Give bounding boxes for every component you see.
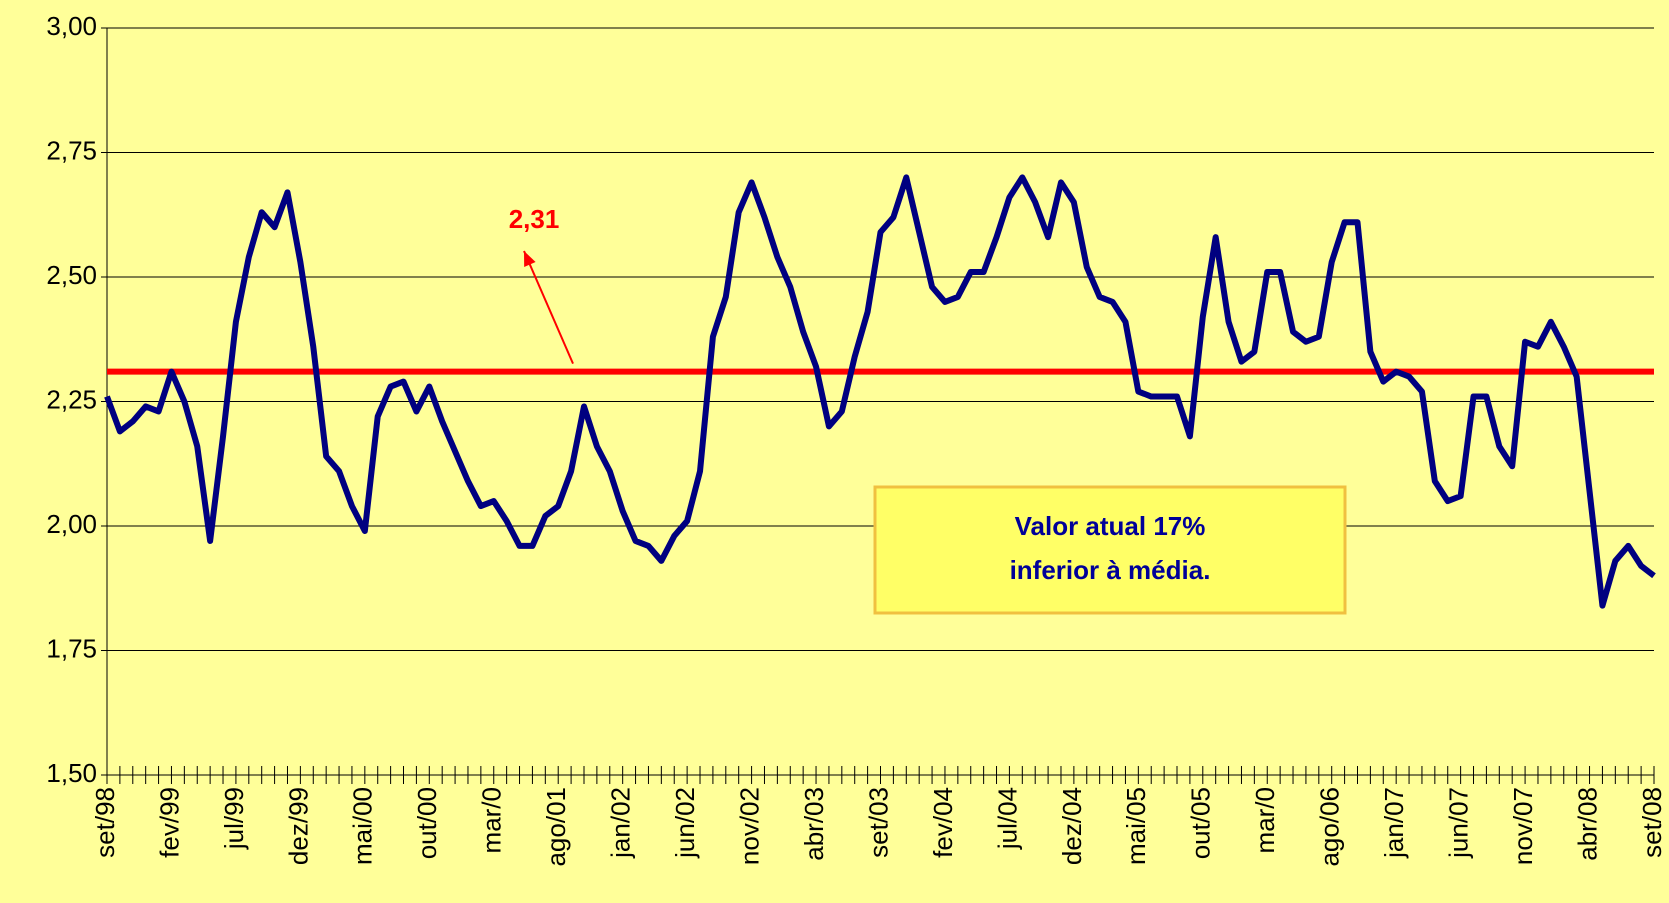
x-tick-label: abr/08 xyxy=(1572,787,1602,861)
x-tick-label: ago/01 xyxy=(541,787,571,867)
annotation-box xyxy=(873,485,1347,615)
x-tick-label: dez/99 xyxy=(283,787,313,865)
x-tick-label: out/00 xyxy=(412,787,442,859)
x-tick-label: set/03 xyxy=(863,787,893,858)
y-tick-label: 2,50 xyxy=(46,260,97,290)
x-tick-label: nov/02 xyxy=(734,787,764,865)
x-tick-label: jul/99 xyxy=(219,787,249,850)
data-line xyxy=(104,174,1656,609)
arrow-head xyxy=(524,251,536,267)
annotation-text: Valor atual 17% xyxy=(1015,511,1206,541)
x-tick-label: set/98 xyxy=(90,787,120,858)
annotation-text: inferior à média. xyxy=(1010,555,1211,585)
arrow-shaft xyxy=(523,250,574,365)
x-tick-label: jun/07 xyxy=(1444,787,1474,859)
x-tick-label: out/05 xyxy=(1186,787,1216,859)
x-tick-label: jul/04 xyxy=(992,787,1022,850)
x-tick-label: jan/07 xyxy=(1379,787,1409,859)
mean-label: 2,31 xyxy=(509,204,560,234)
y-tick-label: 3,00 xyxy=(46,11,97,41)
x-tick-label: ago/06 xyxy=(1315,787,1345,867)
y-tick-label: 2,25 xyxy=(46,384,97,414)
x-tick-label: mai/05 xyxy=(1121,787,1151,865)
x-tick-label: mar/0 xyxy=(477,787,507,853)
y-tick-label: 1,75 xyxy=(46,633,97,663)
x-tick-label: mai/00 xyxy=(348,787,378,865)
x-tick-label: abr/03 xyxy=(799,787,829,861)
x-tick-label: nov/07 xyxy=(1508,787,1538,865)
x-tick-label: mar/0 xyxy=(1250,787,1280,853)
y-tick-label: 2,00 xyxy=(46,509,97,539)
x-tick-label: fev/04 xyxy=(928,787,958,858)
x-tick-label: fev/99 xyxy=(154,787,184,858)
x-tick-label: jan/02 xyxy=(606,787,636,859)
y-tick-label: 2,75 xyxy=(46,135,97,165)
y-tick-label: 1,50 xyxy=(46,758,97,788)
x-tick-label: jun/02 xyxy=(670,787,700,859)
x-tick-label: dez/04 xyxy=(1057,787,1087,865)
x-tick-label: set/08 xyxy=(1637,787,1667,858)
